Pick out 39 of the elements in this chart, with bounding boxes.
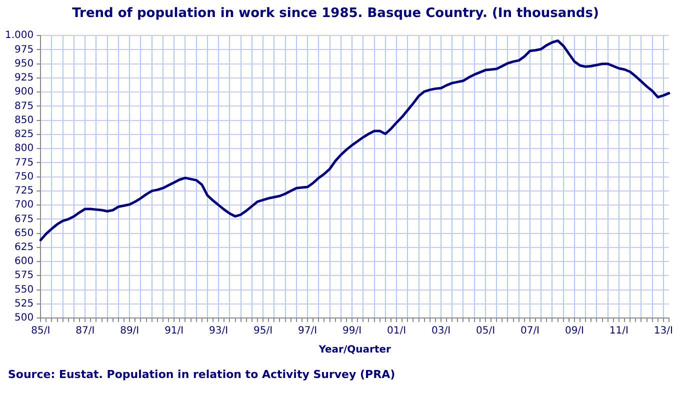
chart-title: Trend of population in work since 1985. Basque Country. (In thousands) [72, 6, 599, 22]
y-tick-label: 775 [14, 157, 34, 168]
x-tick-label: 09/I [564, 326, 584, 337]
y-tick-label: 600 [14, 256, 34, 268]
x-tick-label: 13/I [654, 326, 673, 337]
y-tick-label: 625 [14, 242, 34, 253]
y-tick-label: 900 [14, 86, 34, 98]
source-note: Source: Eustat. Population in relation to Activity Survey (PRA) [8, 368, 396, 381]
y-tick-label: 675 [14, 214, 34, 225]
x-tick-label: 05/I [476, 326, 496, 337]
y-tick-label: 650 [14, 228, 34, 239]
x-tick-label: 89/I [120, 326, 140, 337]
y-tick-label: 750 [14, 171, 34, 182]
y-tick-label: 800 [14, 143, 34, 154]
x-tick-label: 99/I [342, 326, 362, 337]
y-tick-label: 925 [14, 72, 34, 84]
x-tick-label: 97/I [298, 326, 318, 337]
x-tick-label: 95/I [254, 326, 273, 337]
y-tick-label: 725 [14, 186, 34, 197]
y-tick-label: 500 [14, 312, 34, 324]
y-tick-label: 575 [14, 270, 34, 282]
x-tick-label: 87/I [76, 326, 95, 337]
x-tick-label: 11/I [609, 326, 628, 337]
y-tick-label: 850 [14, 114, 34, 126]
x-tick-label: 93/I [209, 326, 228, 337]
y-tick-label: 550 [14, 284, 34, 296]
x-axis-title: Year/Quarter [318, 344, 391, 356]
y-tick-label: 950 [14, 58, 34, 70]
y-tick-label: 1.000 [4, 30, 34, 42]
x-tick-label: 85/I [31, 326, 50, 337]
x-tick-label: 07/I [520, 326, 540, 337]
x-tick-label: 91/I [164, 326, 184, 337]
y-tick-label: 700 [14, 200, 34, 211]
x-tick-label: 01/I [386, 326, 406, 337]
x-tick-label: 03/I [431, 326, 451, 337]
y-tick-label: 525 [14, 298, 34, 310]
y-tick-label: 975 [14, 44, 34, 56]
y-tick-label: 825 [14, 129, 34, 140]
y-tick-label: 875 [14, 100, 34, 112]
